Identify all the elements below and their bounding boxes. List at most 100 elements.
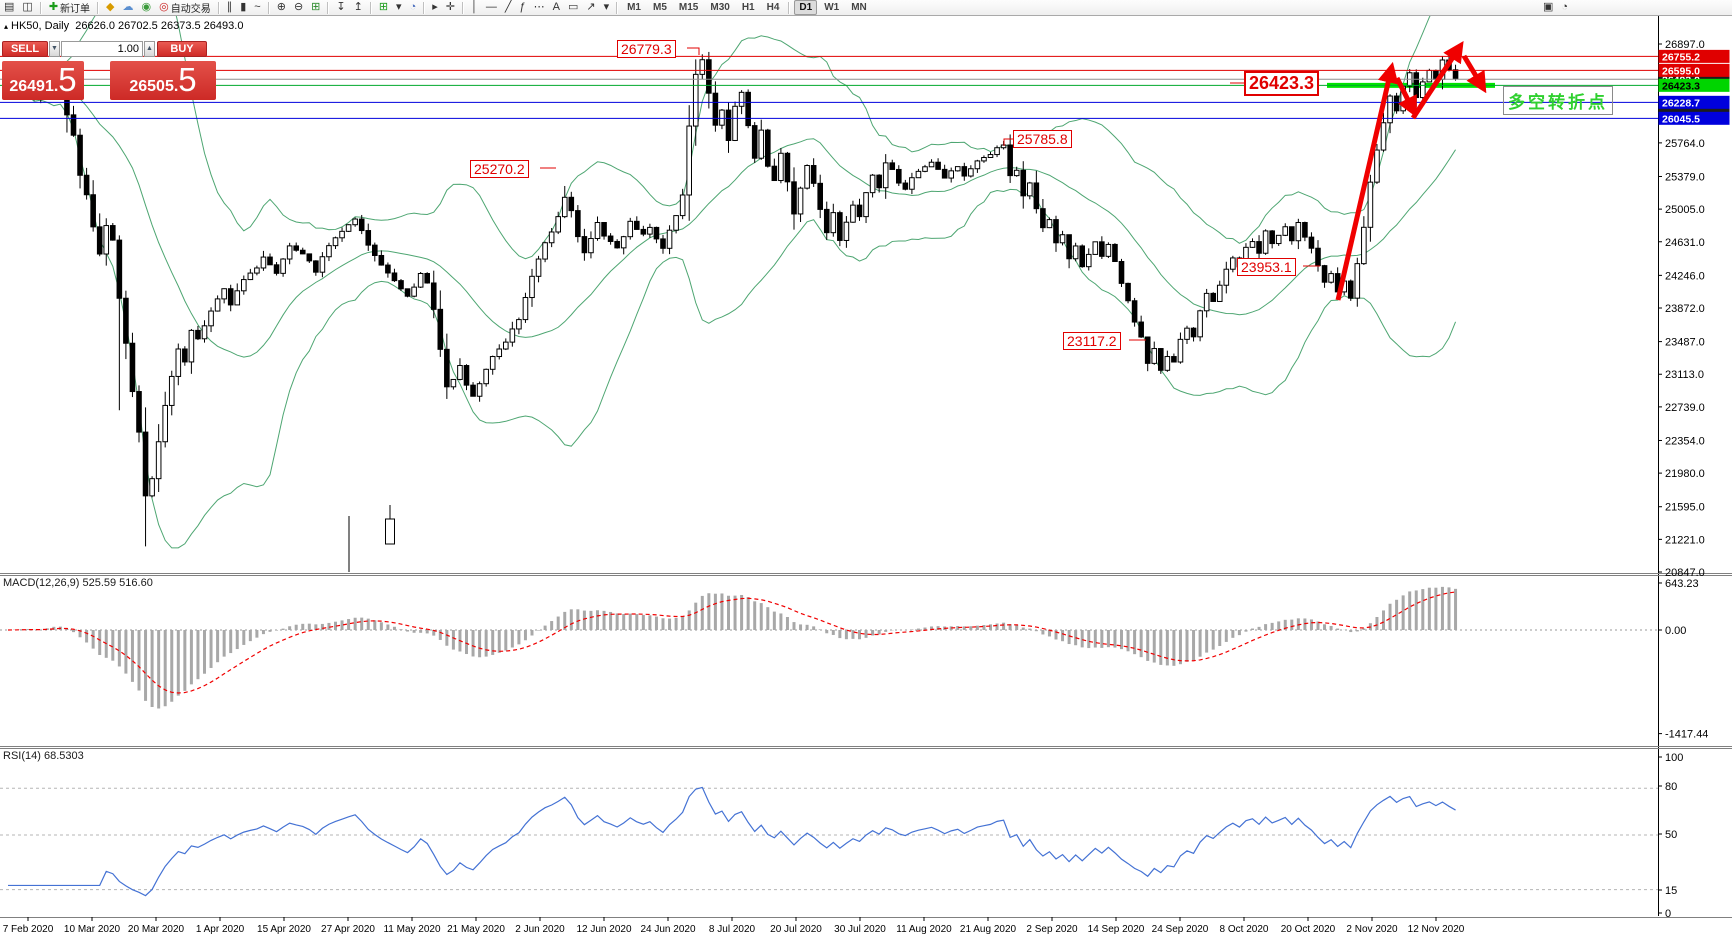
tile-windows-button[interactable]: ⊞ [308, 1, 323, 14]
signals-button[interactable]: ◉ [139, 1, 155, 14]
volume-increase-button[interactable]: ▲ [144, 40, 155, 57]
toolbar-separator [267, 1, 270, 14]
profiles-icon: ◫ [22, 1, 33, 13]
volume-input[interactable] [61, 40, 143, 57]
crosshair-tool-button[interactable]: ✛ [443, 1, 458, 14]
timeframe-m30-button[interactable]: M30 [710, 2, 730, 13]
buy-price-big-digit: 5 [178, 61, 197, 98]
text-label-icon: ▭ [567, 1, 579, 13]
window-button[interactable]: ▣ [1540, 1, 1556, 14]
date-axis-label: 24 Sep 2020 [1152, 924, 1209, 935]
sell-button[interactable]: SELL [2, 40, 48, 57]
crosshair-tool-icon: ✛ [445, 1, 455, 13]
svg-text:22739.0: 22739.0 [1665, 402, 1705, 414]
buy-button[interactable]: BUY [157, 40, 207, 57]
date-axis-label: 21 May 2020 [447, 924, 505, 935]
sell-price-big-digit: 5 [58, 61, 77, 98]
add-indicator-button[interactable]: ⊞ [376, 1, 391, 14]
trendline-tool[interactable]: ╱ [502, 1, 515, 14]
toolbar-separator [217, 1, 220, 14]
date-axis-label: 27 Apr 2020 [321, 924, 375, 935]
window-icon: ▣ [1542, 1, 1554, 13]
timeframe-h4-button[interactable]: H4 [766, 2, 780, 13]
price-annotation-23953.1: 23953.1 [1237, 258, 1296, 276]
new-order-button[interactable]: ✚ 新订单 [46, 1, 93, 16]
svg-text:24631.0: 24631.0 [1665, 237, 1705, 249]
svg-text:26897.0: 26897.0 [1665, 39, 1705, 51]
timeframe-d1-button[interactable]: D1 [794, 0, 818, 15]
timeframe-m15-button[interactable]: M15 [678, 2, 699, 13]
community-button[interactable]: ☁ [120, 1, 137, 14]
period-clock-button[interactable]: ◔ [407, 1, 420, 14]
timeframe-m1-button[interactable]: M1 [627, 2, 641, 13]
arrow-objects-tool[interactable]: ↗ [583, 1, 598, 14]
timeframe-w1-button[interactable]: W1 [824, 2, 840, 13]
svg-text:24246.0: 24246.0 [1665, 270, 1705, 282]
date-axis-label: 8 Jul 2020 [709, 924, 756, 935]
svg-text:26755.2: 26755.2 [1662, 51, 1700, 63]
svg-text:25764.0: 25764.0 [1665, 138, 1705, 150]
date-axis-label: 24 Jun 2020 [640, 924, 695, 935]
fibonacci-tool[interactable]: ƒ [516, 1, 528, 14]
toolbar-separator [369, 1, 372, 14]
svg-text:0: 0 [1665, 908, 1671, 920]
horizontal-line-tool[interactable]: ― [483, 1, 500, 14]
new-order-button-label: 新订单 [60, 4, 91, 15]
objects-icon: ↥ [353, 1, 363, 13]
auto-trading-icon: ◎ [159, 1, 169, 13]
clock-button[interactable]: ◔ [1558, 1, 1571, 14]
candlestick-mode-button[interactable]: ▮ [237, 1, 249, 14]
chart-title-icon: ▴ [4, 22, 9, 31]
date-axis-label: 12 Nov 2020 [1408, 924, 1465, 935]
date-axis-label: 14 Sep 2020 [1088, 924, 1145, 935]
arrow-objects-icon: ↗ [586, 1, 596, 13]
vertical-line-tool[interactable]: │ [468, 1, 481, 14]
buy-price-tile[interactable]: 26505. 5 [110, 61, 216, 100]
zoom-in-button[interactable]: ⊕ [274, 1, 289, 14]
vertical-line-icon: │ [470, 1, 478, 13]
toolbar-separator [423, 1, 426, 14]
chart-ohlc-values: 26626.0 26702.5 26373.5 26493.0 [75, 20, 244, 32]
price-annotation-25785.8: 25785.8 [1013, 130, 1072, 148]
svg-text:-1417.44: -1417.44 [1665, 729, 1708, 741]
date-axis-label: 2 Jun 2020 [515, 924, 565, 935]
date-axis-label: 20 Jul 2020 [770, 924, 822, 935]
timeframe-h1-button[interactable]: H1 [741, 2, 755, 13]
text-label-tool[interactable]: ▭ [565, 1, 581, 14]
main-toolbar: ▤ ◫ ✚ 新订单 ◆ ☁ ◉ ◎ 自动交易 ∥ ▮ ~ ⊕ ⊖ ⊞ ↧ ↥ ⊞ ▾ ◔ ▸ ✛ │ ― ╱ ƒ ⋯ A ▭ ↗ ▾ M1 M5… [0, 0, 1732, 16]
profiles-button[interactable]: ◫ [19, 1, 35, 14]
chart-title: ▴ HK50, Daily 26626.0 26702.5 26373.5 264… [4, 20, 243, 32]
volume-decrease-button[interactable]: ▼ [49, 40, 60, 57]
arrow-objects-dropdown[interactable]: ▾ [601, 1, 613, 14]
sell-price-tile[interactable]: 26491. 5 [2, 61, 84, 100]
objects-button[interactable]: ↥ [351, 1, 366, 14]
cursor-tool-button[interactable]: ▸ [429, 1, 441, 14]
date-axis-label: 8 Oct 2020 [1220, 924, 1269, 935]
toolbar-separator [461, 1, 464, 14]
date-axis-label: 2 Sep 2020 [1026, 924, 1078, 935]
line-chart-mode-button[interactable]: ~ [251, 1, 263, 14]
auto-trading-button[interactable]: ◎ 自动交易 [156, 1, 214, 16]
price-annotation-25270.2: 25270.2 [470, 160, 529, 178]
indicator-dropdown[interactable]: ▾ [393, 1, 405, 14]
date-axis-label: 15 Apr 2020 [257, 924, 311, 935]
zoom-out-button[interactable]: ⊖ [291, 1, 306, 14]
svg-text:25379.0: 25379.0 [1665, 171, 1705, 183]
date-axis-label: 20 Mar 2020 [128, 924, 185, 935]
new-chart-button[interactable]: ▤ [1, 1, 17, 14]
channel-tool[interactable]: ⋯ [531, 1, 548, 14]
indicators-button[interactable]: ↧ [333, 1, 348, 14]
bar-chart-mode-icon: ∥ [226, 1, 233, 13]
chart-symbol-period: HK50, Daily [11, 20, 70, 32]
timeframe-m5-button[interactable]: M5 [653, 2, 667, 13]
svg-text:22354.0: 22354.0 [1665, 435, 1705, 447]
bar-chart-mode-button[interactable]: ∥ [224, 1, 236, 14]
text-tool[interactable]: A [550, 1, 563, 14]
price-annotation-26423.3: 26423.3 [1244, 71, 1320, 96]
svg-text:21980.0: 21980.0 [1665, 468, 1705, 480]
date-axis-label: 30 Jul 2020 [834, 924, 886, 935]
date-axis-label: 12 Jun 2020 [576, 924, 631, 935]
timeframe-mn-button[interactable]: MN [851, 2, 867, 13]
history-center-button[interactable]: ◆ [103, 1, 117, 14]
